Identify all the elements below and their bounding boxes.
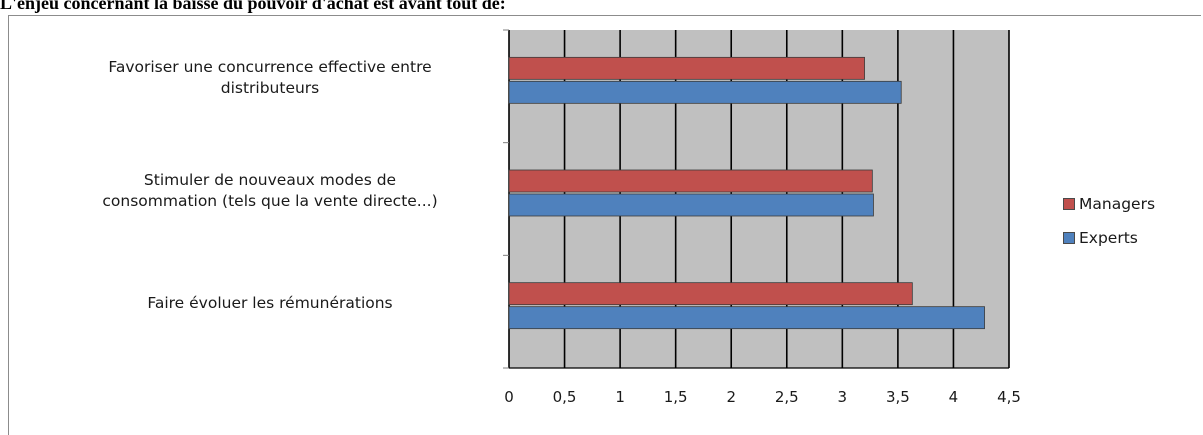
x-tick-label-9: 4,5 xyxy=(997,388,1021,406)
legend-swatch-managers xyxy=(1063,198,1075,210)
category-label-line: Stimuler de nouveaux modes de xyxy=(143,171,397,189)
x-tick-label-4: 2 xyxy=(726,388,736,406)
legend-item-managers: Managers xyxy=(1063,192,1155,216)
category-label-1: Stimuler de nouveaux modes de consommatio… xyxy=(50,170,490,212)
category-label-line: consommation (tels que la vente directe.… xyxy=(102,192,438,210)
x-tick-label-3: 1,5 xyxy=(664,388,688,406)
legend-label-experts: Experts xyxy=(1079,229,1138,247)
category-label-line: Faire évoluer les rémunérations xyxy=(147,294,393,313)
x-tick-label-5: 2,5 xyxy=(775,388,799,406)
x-tick-label-2: 1 xyxy=(615,388,625,406)
category-label-0: Favoriser une concurrence effective entr… xyxy=(50,57,490,99)
bar-experts-2 xyxy=(508,306,985,330)
chart-frame xyxy=(8,15,1201,435)
x-tick-label-6: 3 xyxy=(838,388,848,406)
legend-swatch-experts xyxy=(1063,232,1075,244)
page-title: L'enjeu concernant la baisse du pouvoir … xyxy=(0,0,506,13)
x-tick-label-1: 0,5 xyxy=(553,388,577,406)
legend-label-managers: Managers xyxy=(1079,195,1156,213)
bar-managers-1 xyxy=(508,169,873,193)
legend-item-experts: Experts xyxy=(1063,226,1155,250)
x-tick-label-7: 3,5 xyxy=(886,388,910,406)
bar-experts-0 xyxy=(508,80,902,104)
legend: Managers Experts xyxy=(1063,192,1155,260)
bar-managers-0 xyxy=(508,56,865,80)
bar-managers-2 xyxy=(508,282,913,306)
bar-experts-1 xyxy=(508,193,874,217)
x-tick-label-0: 0 xyxy=(504,388,514,406)
category-label-line: distributeurs xyxy=(220,79,320,98)
category-label-2: Faire évoluer les rémunérations xyxy=(50,293,490,314)
bar-chart: 0 0,5 1 1,5 2 2,5 3 3,5 4 4,5 xyxy=(503,29,1021,406)
category-label-line: Favoriser une concurrence effective entr… xyxy=(108,58,432,77)
x-tick-label-8: 4 xyxy=(949,388,959,406)
